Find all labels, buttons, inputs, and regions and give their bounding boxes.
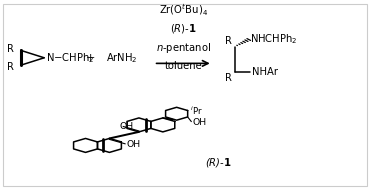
Text: $^i$Pr: $^i$Pr bbox=[189, 104, 202, 117]
Text: +: + bbox=[86, 53, 96, 63]
Text: ($R$)-$\mathbf{1}$: ($R$)-$\mathbf{1}$ bbox=[205, 156, 232, 169]
Text: NHAr: NHAr bbox=[252, 67, 278, 77]
Text: NHCHPh$_2$: NHCHPh$_2$ bbox=[250, 32, 297, 46]
Text: ($R$)-$\mathbf{1}$: ($R$)-$\mathbf{1}$ bbox=[170, 22, 196, 35]
Text: OH: OH bbox=[126, 140, 140, 149]
Text: N−CHPh$_2$: N−CHPh$_2$ bbox=[46, 51, 94, 65]
Text: OH: OH bbox=[192, 118, 206, 127]
Text: OH: OH bbox=[120, 122, 134, 131]
Text: Zr(O$^t$Bu)$_4$: Zr(O$^t$Bu)$_4$ bbox=[159, 2, 208, 18]
Text: R: R bbox=[225, 36, 232, 46]
Text: R: R bbox=[7, 62, 14, 72]
Text: ArNH$_2$: ArNH$_2$ bbox=[106, 51, 137, 65]
Text: $n$-pentanol: $n$-pentanol bbox=[155, 40, 211, 55]
Text: R: R bbox=[225, 73, 232, 83]
Text: toluene: toluene bbox=[164, 61, 202, 71]
Text: R: R bbox=[7, 43, 14, 53]
